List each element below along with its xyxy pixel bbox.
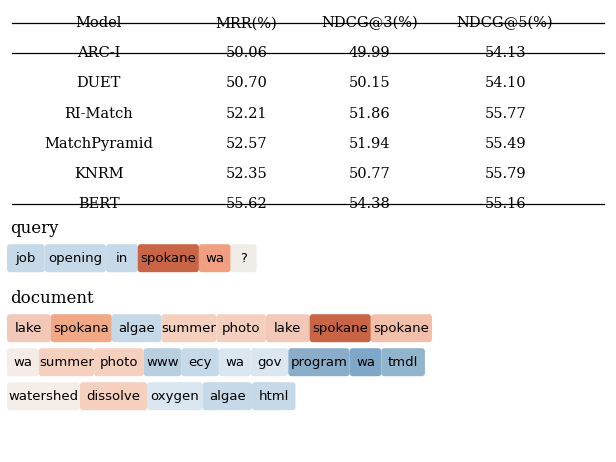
Text: lake: lake xyxy=(15,322,43,334)
FancyBboxPatch shape xyxy=(288,348,350,376)
Text: RI-Match: RI-Match xyxy=(64,107,133,121)
FancyBboxPatch shape xyxy=(138,244,199,272)
Text: Model: Model xyxy=(75,17,122,30)
Text: tmdl: tmdl xyxy=(388,356,418,369)
FancyBboxPatch shape xyxy=(7,348,39,376)
FancyBboxPatch shape xyxy=(219,348,251,376)
Text: gov: gov xyxy=(257,356,282,369)
Text: document: document xyxy=(10,290,94,307)
Text: 51.86: 51.86 xyxy=(349,107,391,121)
Text: 50.70: 50.70 xyxy=(225,77,267,91)
FancyBboxPatch shape xyxy=(7,314,51,342)
Text: watershed: watershed xyxy=(9,390,79,403)
Text: 50.06: 50.06 xyxy=(225,47,267,61)
Text: 50.15: 50.15 xyxy=(349,77,391,91)
Text: summer: summer xyxy=(161,322,216,334)
Text: 52.57: 52.57 xyxy=(225,137,267,151)
Text: 52.35: 52.35 xyxy=(225,167,267,181)
FancyBboxPatch shape xyxy=(39,348,94,376)
Text: 54.10: 54.10 xyxy=(484,77,526,91)
Text: wa: wa xyxy=(205,252,224,265)
Text: dissolve: dissolve xyxy=(87,390,140,403)
Text: 55.79: 55.79 xyxy=(484,167,526,181)
FancyBboxPatch shape xyxy=(45,244,106,272)
Text: spokane: spokane xyxy=(373,322,429,334)
Text: algae: algae xyxy=(118,322,155,334)
Text: MRR(%): MRR(%) xyxy=(216,17,277,30)
Text: 55.49: 55.49 xyxy=(484,137,526,151)
FancyBboxPatch shape xyxy=(371,314,432,342)
FancyBboxPatch shape xyxy=(94,348,144,376)
Text: spokane: spokane xyxy=(140,252,197,265)
Text: spokana: spokana xyxy=(54,322,109,334)
FancyBboxPatch shape xyxy=(7,244,45,272)
FancyBboxPatch shape xyxy=(350,348,381,376)
FancyBboxPatch shape xyxy=(51,314,111,342)
FancyBboxPatch shape xyxy=(147,382,203,410)
Text: KNRM: KNRM xyxy=(74,167,123,181)
Text: opening: opening xyxy=(48,252,102,265)
Text: job: job xyxy=(15,252,36,265)
Text: NDCG@3(%): NDCG@3(%) xyxy=(321,16,418,30)
FancyBboxPatch shape xyxy=(199,244,230,272)
Text: 49.99: 49.99 xyxy=(349,47,391,61)
Text: algae: algae xyxy=(209,390,246,403)
FancyBboxPatch shape xyxy=(251,348,288,376)
FancyBboxPatch shape xyxy=(230,244,257,272)
Text: ARC-I: ARC-I xyxy=(77,47,120,61)
Text: program: program xyxy=(291,356,347,369)
Text: 55.77: 55.77 xyxy=(484,107,526,121)
Text: in: in xyxy=(116,252,128,265)
Text: wa: wa xyxy=(225,356,245,369)
Text: 55.16: 55.16 xyxy=(484,197,526,211)
FancyBboxPatch shape xyxy=(266,314,310,342)
FancyBboxPatch shape xyxy=(203,382,252,410)
Text: 51.94: 51.94 xyxy=(349,137,391,151)
FancyBboxPatch shape xyxy=(161,314,217,342)
FancyBboxPatch shape xyxy=(111,314,161,342)
Text: 55.62: 55.62 xyxy=(225,197,267,211)
Text: 52.21: 52.21 xyxy=(225,107,267,121)
Text: 54.38: 54.38 xyxy=(349,197,391,211)
Text: wa: wa xyxy=(14,356,33,369)
Text: oxygen: oxygen xyxy=(150,390,199,403)
FancyBboxPatch shape xyxy=(106,244,138,272)
Text: BERT: BERT xyxy=(78,197,120,211)
Text: 54.13: 54.13 xyxy=(484,47,526,61)
FancyBboxPatch shape xyxy=(381,348,425,376)
Text: MatchPyramid: MatchPyramid xyxy=(44,137,153,151)
Text: photo: photo xyxy=(100,356,138,369)
FancyBboxPatch shape xyxy=(144,348,181,376)
FancyBboxPatch shape xyxy=(310,314,371,342)
FancyBboxPatch shape xyxy=(181,348,219,376)
Text: summer: summer xyxy=(39,356,94,369)
Text: www: www xyxy=(146,356,179,369)
Text: html: html xyxy=(259,390,289,403)
Text: ecy: ecy xyxy=(188,356,212,369)
Text: wa: wa xyxy=(356,356,375,369)
Text: ?: ? xyxy=(240,252,247,265)
Text: spokane: spokane xyxy=(312,322,368,334)
FancyBboxPatch shape xyxy=(7,382,80,410)
FancyBboxPatch shape xyxy=(252,382,296,410)
Text: NDCG@5(%): NDCG@5(%) xyxy=(457,16,553,30)
Text: photo: photo xyxy=(222,322,261,334)
Text: lake: lake xyxy=(274,322,301,334)
FancyBboxPatch shape xyxy=(80,382,147,410)
Text: query: query xyxy=(10,220,59,237)
FancyBboxPatch shape xyxy=(217,314,266,342)
Text: DUET: DUET xyxy=(76,77,121,91)
Text: 50.77: 50.77 xyxy=(349,167,391,181)
